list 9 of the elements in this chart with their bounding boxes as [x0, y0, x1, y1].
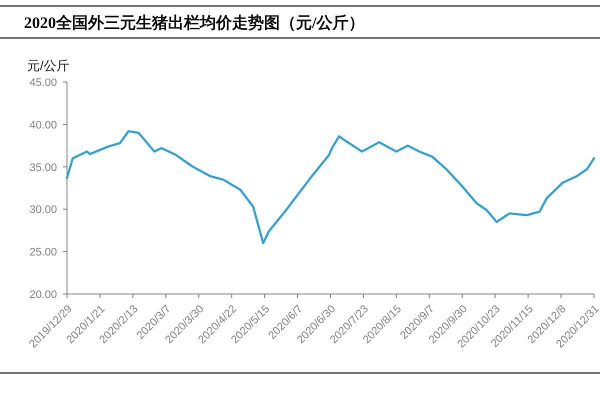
y-tick-label: 45.00 [29, 77, 57, 89]
y-tick-label: 30.00 [29, 204, 57, 216]
y-tick-label: 35.00 [29, 162, 57, 174]
chart-title: 2020全国外三元生猪出栏均价走势图（元/公斤） [24, 14, 364, 32]
y-tick-label: 25.00 [29, 246, 57, 259]
line-series [66, 130, 596, 244]
y-tick-label: 20.00 [29, 289, 57, 301]
y-axis-title: 元/公斤 [27, 58, 70, 73]
y-tick-label: 40.00 [29, 119, 57, 132]
